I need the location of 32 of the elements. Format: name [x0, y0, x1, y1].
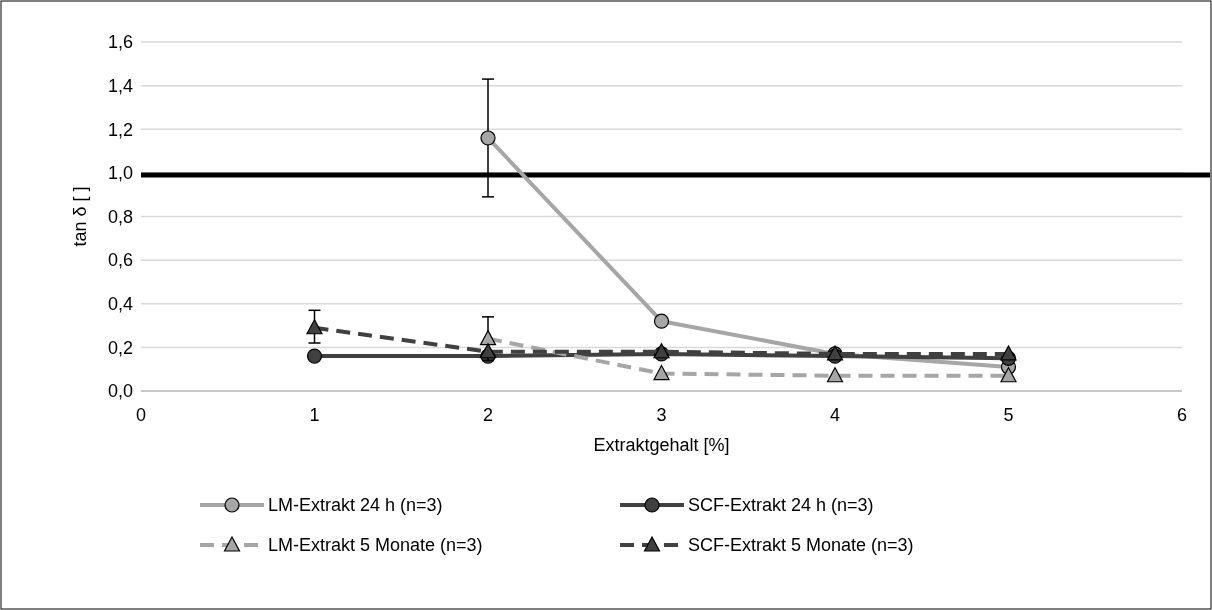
point [306, 319, 323, 335]
point [479, 343, 497, 359]
point [1000, 367, 1017, 383]
legend-label: LM-Extrakt 24 h (n=3) [268, 495, 443, 516]
x-tick-label: 5 [1003, 405, 1014, 425]
y-tick-label: 1,0 [107, 163, 133, 184]
y-tick-label: 1,6 [107, 32, 133, 53]
x-tick-label: 2 [482, 405, 494, 425]
point [826, 367, 844, 383]
y-tick-label: 0,4 [107, 294, 133, 315]
y-tick-label: 0,0 [107, 381, 133, 402]
y-tick-label: 0,2 [107, 337, 133, 358]
point [653, 313, 670, 329]
y-tick-label: 1,2 [107, 119, 133, 140]
legend-label: SCF-Extrakt 5 Monate (n=3) [688, 535, 914, 556]
x-tick-label: 6 [1176, 405, 1188, 425]
x-tick-label: 3 [656, 405, 667, 425]
point [306, 348, 323, 364]
x-tick-label: 1 [309, 405, 320, 425]
x-tick-label: 0 [135, 405, 147, 425]
point [653, 364, 670, 381]
y-tick-label: 0,8 [107, 206, 133, 227]
legend-label: LM-Extrakt 5 Monate (n=3) [268, 535, 483, 556]
y-tick-label: 0,6 [107, 250, 133, 271]
y-axis-title: tan δ [ ] [70, 186, 90, 247]
y-tick-label: 1,4 [107, 75, 133, 96]
point [1000, 345, 1017, 361]
legend-label: SCF-Extrakt 24 h (n=3) [688, 495, 874, 516]
point [480, 130, 496, 146]
point [479, 330, 497, 346]
x-tick-label: 4 [829, 405, 841, 425]
x-axis-title: Extraktgehalt [%] [593, 435, 730, 455]
